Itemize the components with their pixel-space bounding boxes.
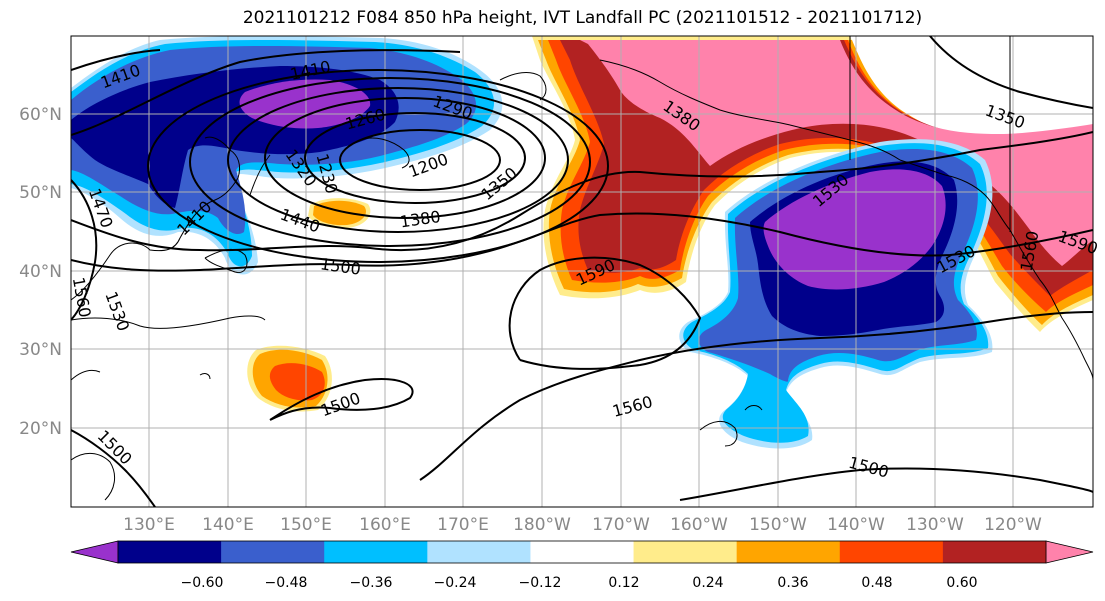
lon-label: 130°W [906,515,964,535]
lat-label: 40°N [19,262,62,282]
colorbar-segment [427,541,531,563]
lat-label: 60°N [19,105,62,125]
colorbar-segment [942,541,1047,563]
lon-label: 170°W [592,515,650,535]
colorbar-segment [324,541,428,563]
lon-label: 160°W [670,515,728,535]
colorbar-tick-label: 0.60 [946,575,977,591]
ivt-shading [71,36,1093,449]
pos-blob-subtropical-core [269,363,325,401]
pos-region-northeast-pink [580,40,1093,266]
colorbar-segment [633,541,738,563]
coastlines [71,36,1093,501]
colorbar-segment [118,541,222,563]
lat-label: 30°N [19,340,62,360]
lon-label: 150°E [280,515,332,535]
neg-region-pacific-purple [763,169,946,290]
colorbar-tick-label: −0.48 [265,575,308,591]
colorbar-tick-label: −0.60 [181,575,224,591]
lat-label: 50°N [19,183,62,203]
colorbar-frame [117,540,1047,564]
colorbar-extend-high [1045,540,1094,564]
lon-label: 140°W [827,515,885,535]
colorbar-tick-label: −0.36 [350,575,393,591]
lon-label: 120°W [984,515,1042,535]
colorbar-tick-label: 0.24 [692,575,723,591]
colorbar-segments [118,541,1047,563]
colorbar-tick-label: 0.36 [777,575,808,591]
colorbar-tick-label: −0.24 [434,575,477,591]
graticule [71,36,1093,507]
height-contours [71,36,1093,507]
lon-label: 140°E [202,515,254,535]
colorbar-ticks: −0.60 −0.48 −0.36 −0.24 −0.12 0.12 0.24 … [181,575,978,591]
colorbar: −0.60 −0.48 −0.36 −0.24 −0.12 0.12 0.24 … [70,540,1094,591]
colorbar-segment [221,541,325,563]
lon-label: 150°W [749,515,807,535]
lon-label: 130°E [123,515,175,535]
lon-label: 170°E [437,515,489,535]
colorbar-tick-label: 0.12 [608,575,639,591]
colorbar-segment [530,541,635,563]
lon-label: 160°E [359,515,411,535]
colorbar-segment [839,541,944,563]
colorbar-tick-label: 0.48 [861,575,892,591]
map-frame [70,35,1094,508]
lon-label: 180°W [513,515,571,535]
lat-label: 20°N [19,419,62,439]
map-title: 2021101212 F084 850 hPa height, IVT Land… [242,8,923,28]
colorbar-segment [736,541,841,563]
colorbar-tick-label: −0.12 [519,575,562,591]
colorbar-extend-low [70,540,119,564]
